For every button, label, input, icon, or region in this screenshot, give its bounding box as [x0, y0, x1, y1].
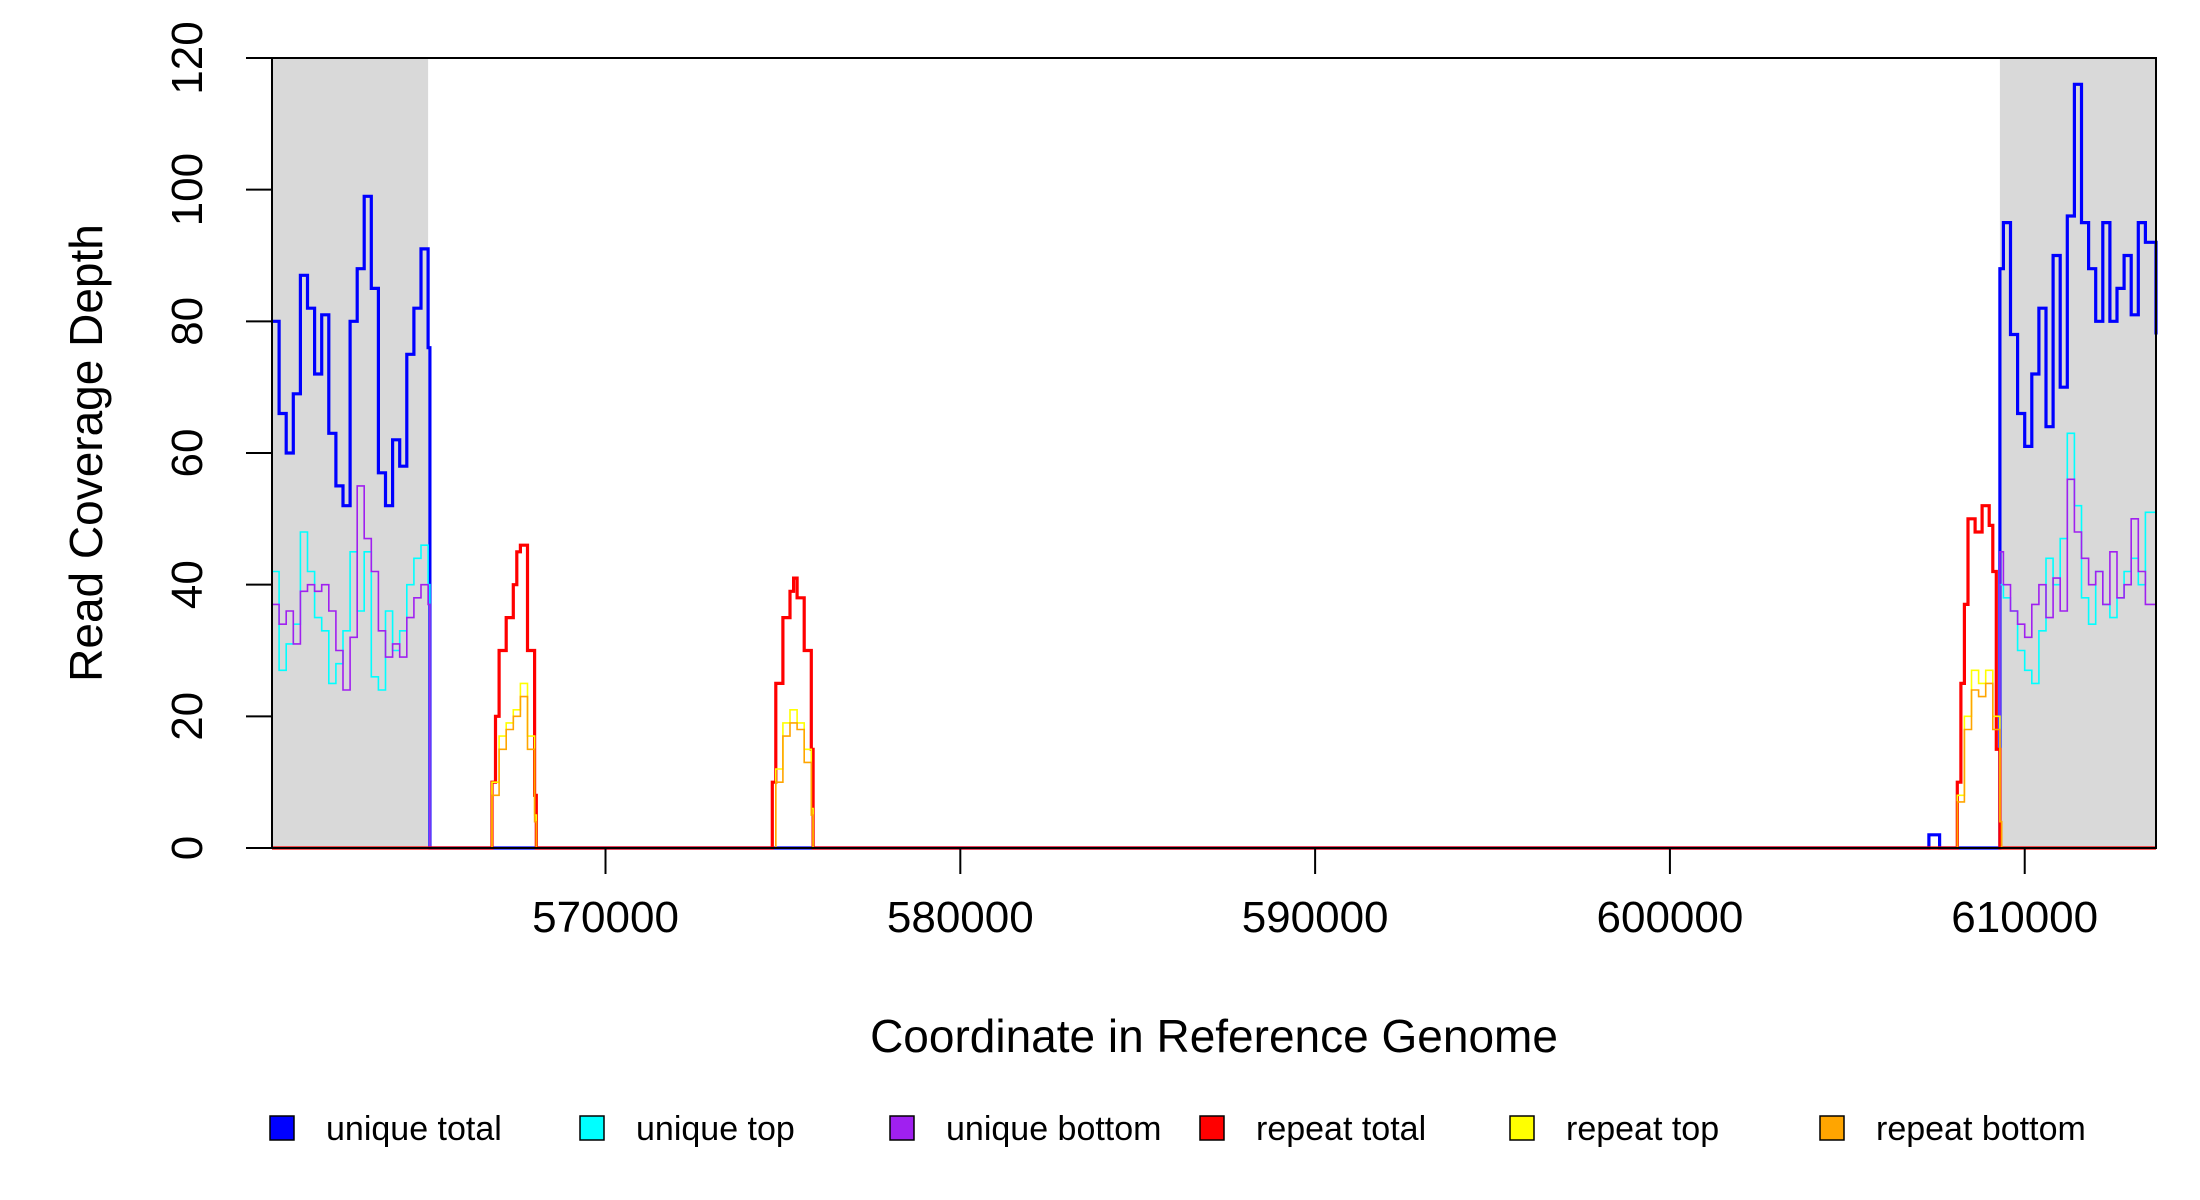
x-axis-title: Coordinate in Reference Genome	[870, 1010, 1558, 1062]
y-tick-label: 80	[163, 297, 212, 346]
x-axis: 570000 580000 590000 600000 610000	[532, 847, 2098, 942]
shaded-region-1	[1999, 58, 2156, 848]
x-tick-label: 610000	[1951, 893, 2098, 942]
series-line-unique-total	[272, 82, 2158, 850]
y-tick-label: 40	[163, 560, 212, 609]
x-tick-label: 600000	[1597, 893, 1744, 942]
x-tick-label: 590000	[1242, 893, 1389, 942]
legend-label: repeat total	[1256, 1110, 1426, 1148]
series-line-unique-bottom	[272, 478, 2157, 849]
legend-label: unique top	[636, 1110, 795, 1148]
legend-swatch	[889, 1115, 915, 1141]
y-tick-label: 60	[163, 429, 212, 478]
series-line-unique-top	[272, 432, 2157, 849]
legend-swatch	[1199, 1115, 1225, 1141]
legend-swatch	[269, 1115, 295, 1141]
series-line-repeat-top	[272, 669, 2156, 849]
legend-label: repeat bottom	[1876, 1110, 2086, 1148]
y-tick-label: 0	[163, 836, 212, 860]
legend-label: unique total	[326, 1110, 502, 1148]
legend-label: repeat top	[1566, 1110, 1719, 1148]
legend: unique total unique top unique bottom repea…	[269, 1110, 2086, 1148]
y-axis: 0 20 40 60 80 100 120	[163, 21, 272, 860]
legend-swatch	[1819, 1115, 1845, 1141]
series-line-repeat-total	[272, 504, 2156, 850]
y-axis-title: Read Coverage Depth	[60, 224, 112, 682]
y-tick-label: 100	[163, 153, 212, 226]
series-lines	[272, 82, 2158, 850]
legend-label: unique bottom	[946, 1110, 1162, 1148]
y-tick-label: 120	[163, 21, 212, 94]
legend-swatch	[1509, 1115, 1535, 1141]
x-tick-label: 580000	[887, 893, 1034, 942]
plot-frame	[271, 57, 2157, 849]
legend-swatch	[579, 1115, 605, 1141]
series-line-repeat-bottom	[272, 682, 2156, 849]
shaded-regions	[272, 58, 2156, 848]
y-tick-label: 20	[163, 692, 212, 741]
x-tick-label: 570000	[532, 893, 679, 942]
